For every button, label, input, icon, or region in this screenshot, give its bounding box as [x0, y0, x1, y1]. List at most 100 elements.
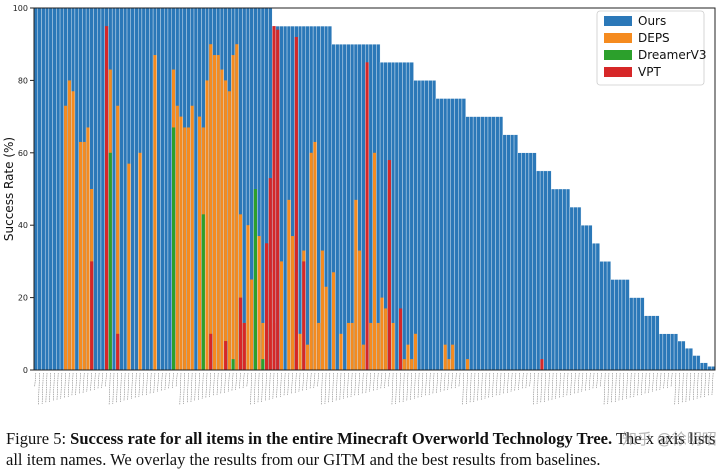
legend-label-ours: Ours [638, 14, 666, 28]
ours-bar [413, 80, 418, 371]
vpt-bar [302, 261, 306, 370]
deps-bar [291, 236, 295, 370]
ours-bar [394, 62, 399, 371]
ours-bar [636, 297, 641, 371]
x-tick-label [90, 372, 92, 392]
ours-bar [100, 7, 105, 371]
ours-bar [141, 7, 146, 371]
x-tick-label [618, 372, 621, 402]
x-tick-label [503, 372, 505, 395]
x-tick-label [138, 372, 141, 398]
x-tick-label [257, 372, 260, 404]
ours-bar [592, 243, 597, 371]
x-tick-label [521, 372, 524, 390]
deps-bar [209, 44, 213, 370]
ours-bar [458, 98, 463, 371]
x-tick-label [313, 372, 316, 389]
x-tick-label [551, 372, 554, 401]
x-tick-label [640, 372, 643, 396]
ours-bar [424, 80, 429, 371]
legend-swatch-ours [604, 16, 632, 26]
ours-bar [123, 7, 128, 371]
axes [33, 7, 716, 371]
ours-bar [346, 44, 351, 371]
x-tick-label [518, 372, 520, 391]
x-tick-label [309, 372, 312, 390]
deps-bar [216, 55, 220, 371]
ours-bar [699, 362, 705, 371]
x-tick-label [373, 372, 375, 392]
x-tick-label [399, 372, 401, 404]
deps-bar [246, 225, 250, 370]
x-tick-label [332, 372, 334, 403]
x-tick-label [458, 372, 461, 388]
ours-bar [647, 315, 652, 371]
deps-bar [279, 261, 284, 370]
x-tick-label [480, 372, 483, 401]
x-tick-label [209, 372, 212, 398]
x-tick-label [335, 372, 338, 402]
x-tick-label [198, 372, 200, 401]
vpt-bar [398, 308, 403, 370]
deps-bar [250, 279, 254, 370]
dreamerv3-bar [108, 152, 112, 370]
x-tick-label [93, 372, 96, 391]
vpt-bar [540, 359, 544, 370]
x-tick-label [41, 372, 44, 405]
deps-bar [305, 344, 310, 370]
ours-bar [673, 333, 678, 371]
x-tick-label [116, 372, 118, 404]
ours-bar [409, 62, 414, 371]
x-tick-label [64, 372, 66, 399]
x-tick-label [536, 372, 539, 405]
ours-bar [525, 152, 530, 371]
x-tick-label [205, 372, 208, 399]
x-tick-label [120, 372, 122, 403]
ours-bar [160, 7, 165, 371]
x-tick-label [283, 372, 286, 397]
ours-bar [577, 206, 582, 371]
deps-bar [116, 105, 120, 371]
x-tick-label [86, 372, 89, 393]
x-tick-label [369, 372, 372, 393]
x-tick-label [469, 372, 472, 404]
ours-bar [562, 188, 567, 371]
deps-bar [332, 272, 336, 370]
x-tick-label [614, 372, 617, 403]
x-tick-label [268, 372, 271, 401]
x-tick-label [320, 372, 323, 406]
x-tick-label [596, 372, 599, 389]
ours-bar [283, 25, 288, 371]
x-tick-label [492, 372, 494, 398]
x-tick-label [361, 372, 364, 395]
deps-bar [376, 322, 380, 370]
x-tick-label [440, 372, 442, 393]
x-tick-label [678, 372, 680, 405]
deps-bar [443, 344, 447, 370]
ours-bar [417, 80, 422, 371]
ours-bar [610, 279, 615, 371]
y-tick-label: 0 [23, 366, 28, 375]
ours-bar [688, 348, 693, 371]
x-tick-label [510, 372, 513, 393]
x-tick-label [663, 372, 666, 390]
ours-bar [41, 7, 46, 371]
deps-bar [324, 286, 328, 370]
x-tick-label [201, 372, 204, 400]
x-tick-label [134, 372, 137, 399]
ours-bar [342, 44, 347, 371]
deps-bar [402, 359, 406, 370]
x-tick-label [607, 372, 610, 405]
ours-bar [93, 7, 98, 371]
ours-bar [517, 152, 522, 371]
x-tick-label [629, 372, 632, 399]
x-tick-label [384, 372, 386, 389]
x-tick-label [82, 372, 85, 394]
ours-bar [532, 152, 537, 371]
success-rate-chart: Success Rate (%) 0 20 40 60 80 100 Ours DEPS … [2, 4, 716, 406]
ours-bar [242, 7, 247, 371]
dreamerv3-bar [171, 127, 176, 371]
legend-label-vpt: VPT [638, 65, 661, 79]
x-tick-label [172, 372, 174, 389]
ours-bar [685, 348, 690, 371]
